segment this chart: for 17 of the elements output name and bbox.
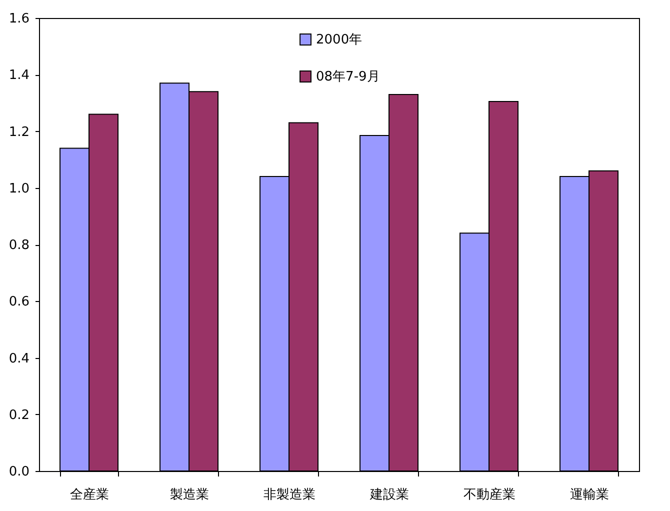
y-tick-label: 1.4: [8, 68, 30, 84]
y-tick-label: 1.0: [8, 181, 30, 196]
y-tick-label: 0.8: [8, 238, 30, 253]
x-tick-label: 建設業: [369, 488, 409, 502]
x-tick-label: 運輸業: [570, 488, 609, 502]
x-tick-label: 不動産業: [464, 486, 516, 502]
x-tick-label: 全産業: [70, 486, 109, 502]
x-tick-label: 非製造業: [264, 488, 316, 502]
y-tick-label: 1.2: [8, 124, 30, 140]
legend-label: 2000年: [316, 32, 362, 48]
y-tick-label: 0.6: [8, 294, 30, 310]
y-tick-label: 0.4: [8, 351, 30, 366]
x-tick-label: 製造業: [170, 488, 209, 502]
y-tick-label: 0.0: [8, 464, 30, 480]
y-tick-label: 1.6: [8, 12, 30, 26]
y-tick-label: 0.2: [8, 408, 30, 423]
legend-label: 08年7-9月: [316, 70, 380, 84]
